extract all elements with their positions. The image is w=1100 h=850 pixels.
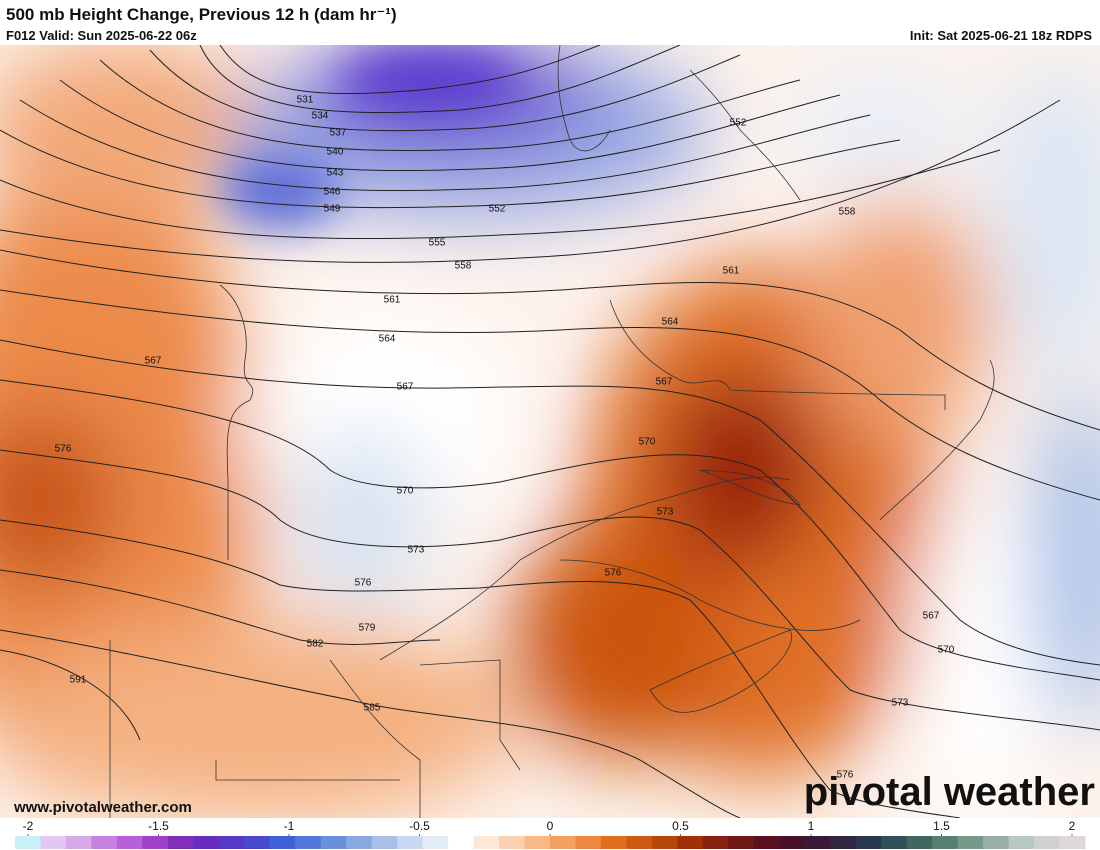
contour-label: 537 [330, 128, 347, 139]
colorbar-swatch [957, 836, 984, 849]
colorbar-swatch [906, 836, 933, 849]
colorbar-swatch [651, 836, 678, 849]
contour-label: 543 [327, 168, 344, 179]
contour-label: 546 [324, 187, 341, 198]
colorbar-swatch [1008, 836, 1035, 849]
colorbar-tick-label: 1 [808, 819, 815, 833]
colorbar-swatch [422, 836, 449, 849]
colorbar-swatch [295, 836, 322, 849]
colorbar-tick-label: -2 [23, 819, 34, 833]
valid-time: F012 Valid: Sun 2025-06-22 06z [6, 28, 197, 43]
contour-label: 552 [489, 204, 506, 215]
contour-label: 561 [723, 266, 740, 277]
colorbar-tick-label: 2 [1069, 819, 1076, 833]
contour-label: 576 [355, 578, 372, 589]
colorbar-swatch [600, 836, 627, 849]
contour-label: 555 [429, 238, 446, 249]
contour-label: 567 [923, 611, 940, 622]
title: 500 mb Height Change, Previous 12 h (dam… [6, 5, 397, 24]
colorbar-swatch [855, 836, 882, 849]
contour-label: 558 [839, 207, 856, 218]
coastlines [109, 45, 995, 818]
website: www.pivotalweather.com [13, 799, 192, 816]
contour-label: 558 [455, 261, 472, 272]
contour-label: 570 [397, 486, 414, 497]
colorbar-swatch [499, 836, 526, 849]
colorbar-swatch [677, 836, 704, 849]
colorbar-swatch [1034, 836, 1061, 849]
contour-label: 582 [307, 639, 324, 650]
colorbar-swatch [65, 836, 92, 849]
contour-label: 591 [70, 675, 87, 686]
contour-label: 576 [55, 444, 72, 455]
colorbar-swatch [371, 836, 398, 849]
colorbar-tick-label: 1.5 [933, 819, 950, 833]
contour-label: 564 [379, 334, 396, 345]
colorbar-swatch [448, 836, 475, 849]
colorbar-swatch [116, 836, 143, 849]
contour-label: 540 [327, 147, 344, 158]
init-time: Init: Sat 2025-06-21 18z RDPS [910, 28, 1092, 43]
colorbar-swatch [983, 836, 1010, 849]
colorbar-swatch [397, 836, 424, 849]
colorbar-swatch [142, 836, 169, 849]
colorbar-swatch [804, 836, 831, 849]
colorbar-swatch [881, 836, 908, 849]
contour-label: 531 [297, 95, 314, 106]
colorbar-tick-label: 0.5 [672, 819, 689, 833]
colorbar-swatch [524, 836, 551, 849]
colorbar-swatch [244, 836, 271, 849]
contour-label: 567 [145, 356, 162, 367]
contour-label: 579 [359, 623, 376, 634]
colorbar-tick-label: -0.5 [409, 819, 430, 833]
contour-label: 549 [324, 204, 341, 215]
contour-label: 567 [656, 377, 673, 388]
contour-label: 567 [397, 382, 414, 393]
contour-label: 585 [364, 703, 381, 714]
contour-label: 561 [384, 295, 401, 306]
colorbar-swatch [1059, 836, 1086, 849]
contour-label: 573 [892, 698, 909, 709]
colorbar-swatch [346, 836, 373, 849]
colorbar-swatch [193, 836, 220, 849]
colorbar-swatch [269, 836, 296, 849]
colorbar-swatch [626, 836, 653, 849]
colorbar-swatch [753, 836, 780, 849]
colorbar-swatch [550, 836, 576, 849]
contour-label: 570 [639, 437, 656, 448]
colorbar-swatch [473, 836, 500, 849]
colorbar-swatch [167, 836, 194, 849]
contour-label: 573 [408, 545, 425, 556]
colorbar-swatch [15, 836, 41, 849]
logo: pivotal weather [804, 770, 1095, 814]
colorbar-swatch [830, 836, 857, 849]
contour-label: 552 [730, 118, 747, 129]
colorbar-swatch [218, 836, 245, 849]
colorbar-tick-label: -1.5 [148, 819, 169, 833]
colorbar-swatch [702, 836, 729, 849]
colorbar-swatch [91, 836, 118, 849]
colorbar: -2 -1.5 -1 -0.5 0 0.5 1 1.5 2 [15, 819, 1086, 849]
contour-label: 570 [938, 645, 955, 656]
colorbar-swatch [932, 836, 959, 849]
contour-label: 564 [662, 317, 679, 328]
contour-label: 576 [605, 568, 622, 579]
colorbar-swatch [575, 836, 602, 849]
colorbar-tick-label: 0 [547, 819, 554, 833]
colorbar-swatch [779, 836, 806, 849]
colorbar-tick-label: -1 [284, 819, 295, 833]
colorbar-swatch [320, 836, 347, 849]
contour-label: 576 [837, 770, 854, 781]
contour-label: 573 [657, 507, 674, 518]
colorbar-swatch [728, 836, 755, 849]
colorbar-swatch [40, 836, 67, 849]
contour-label: 534 [312, 111, 329, 122]
